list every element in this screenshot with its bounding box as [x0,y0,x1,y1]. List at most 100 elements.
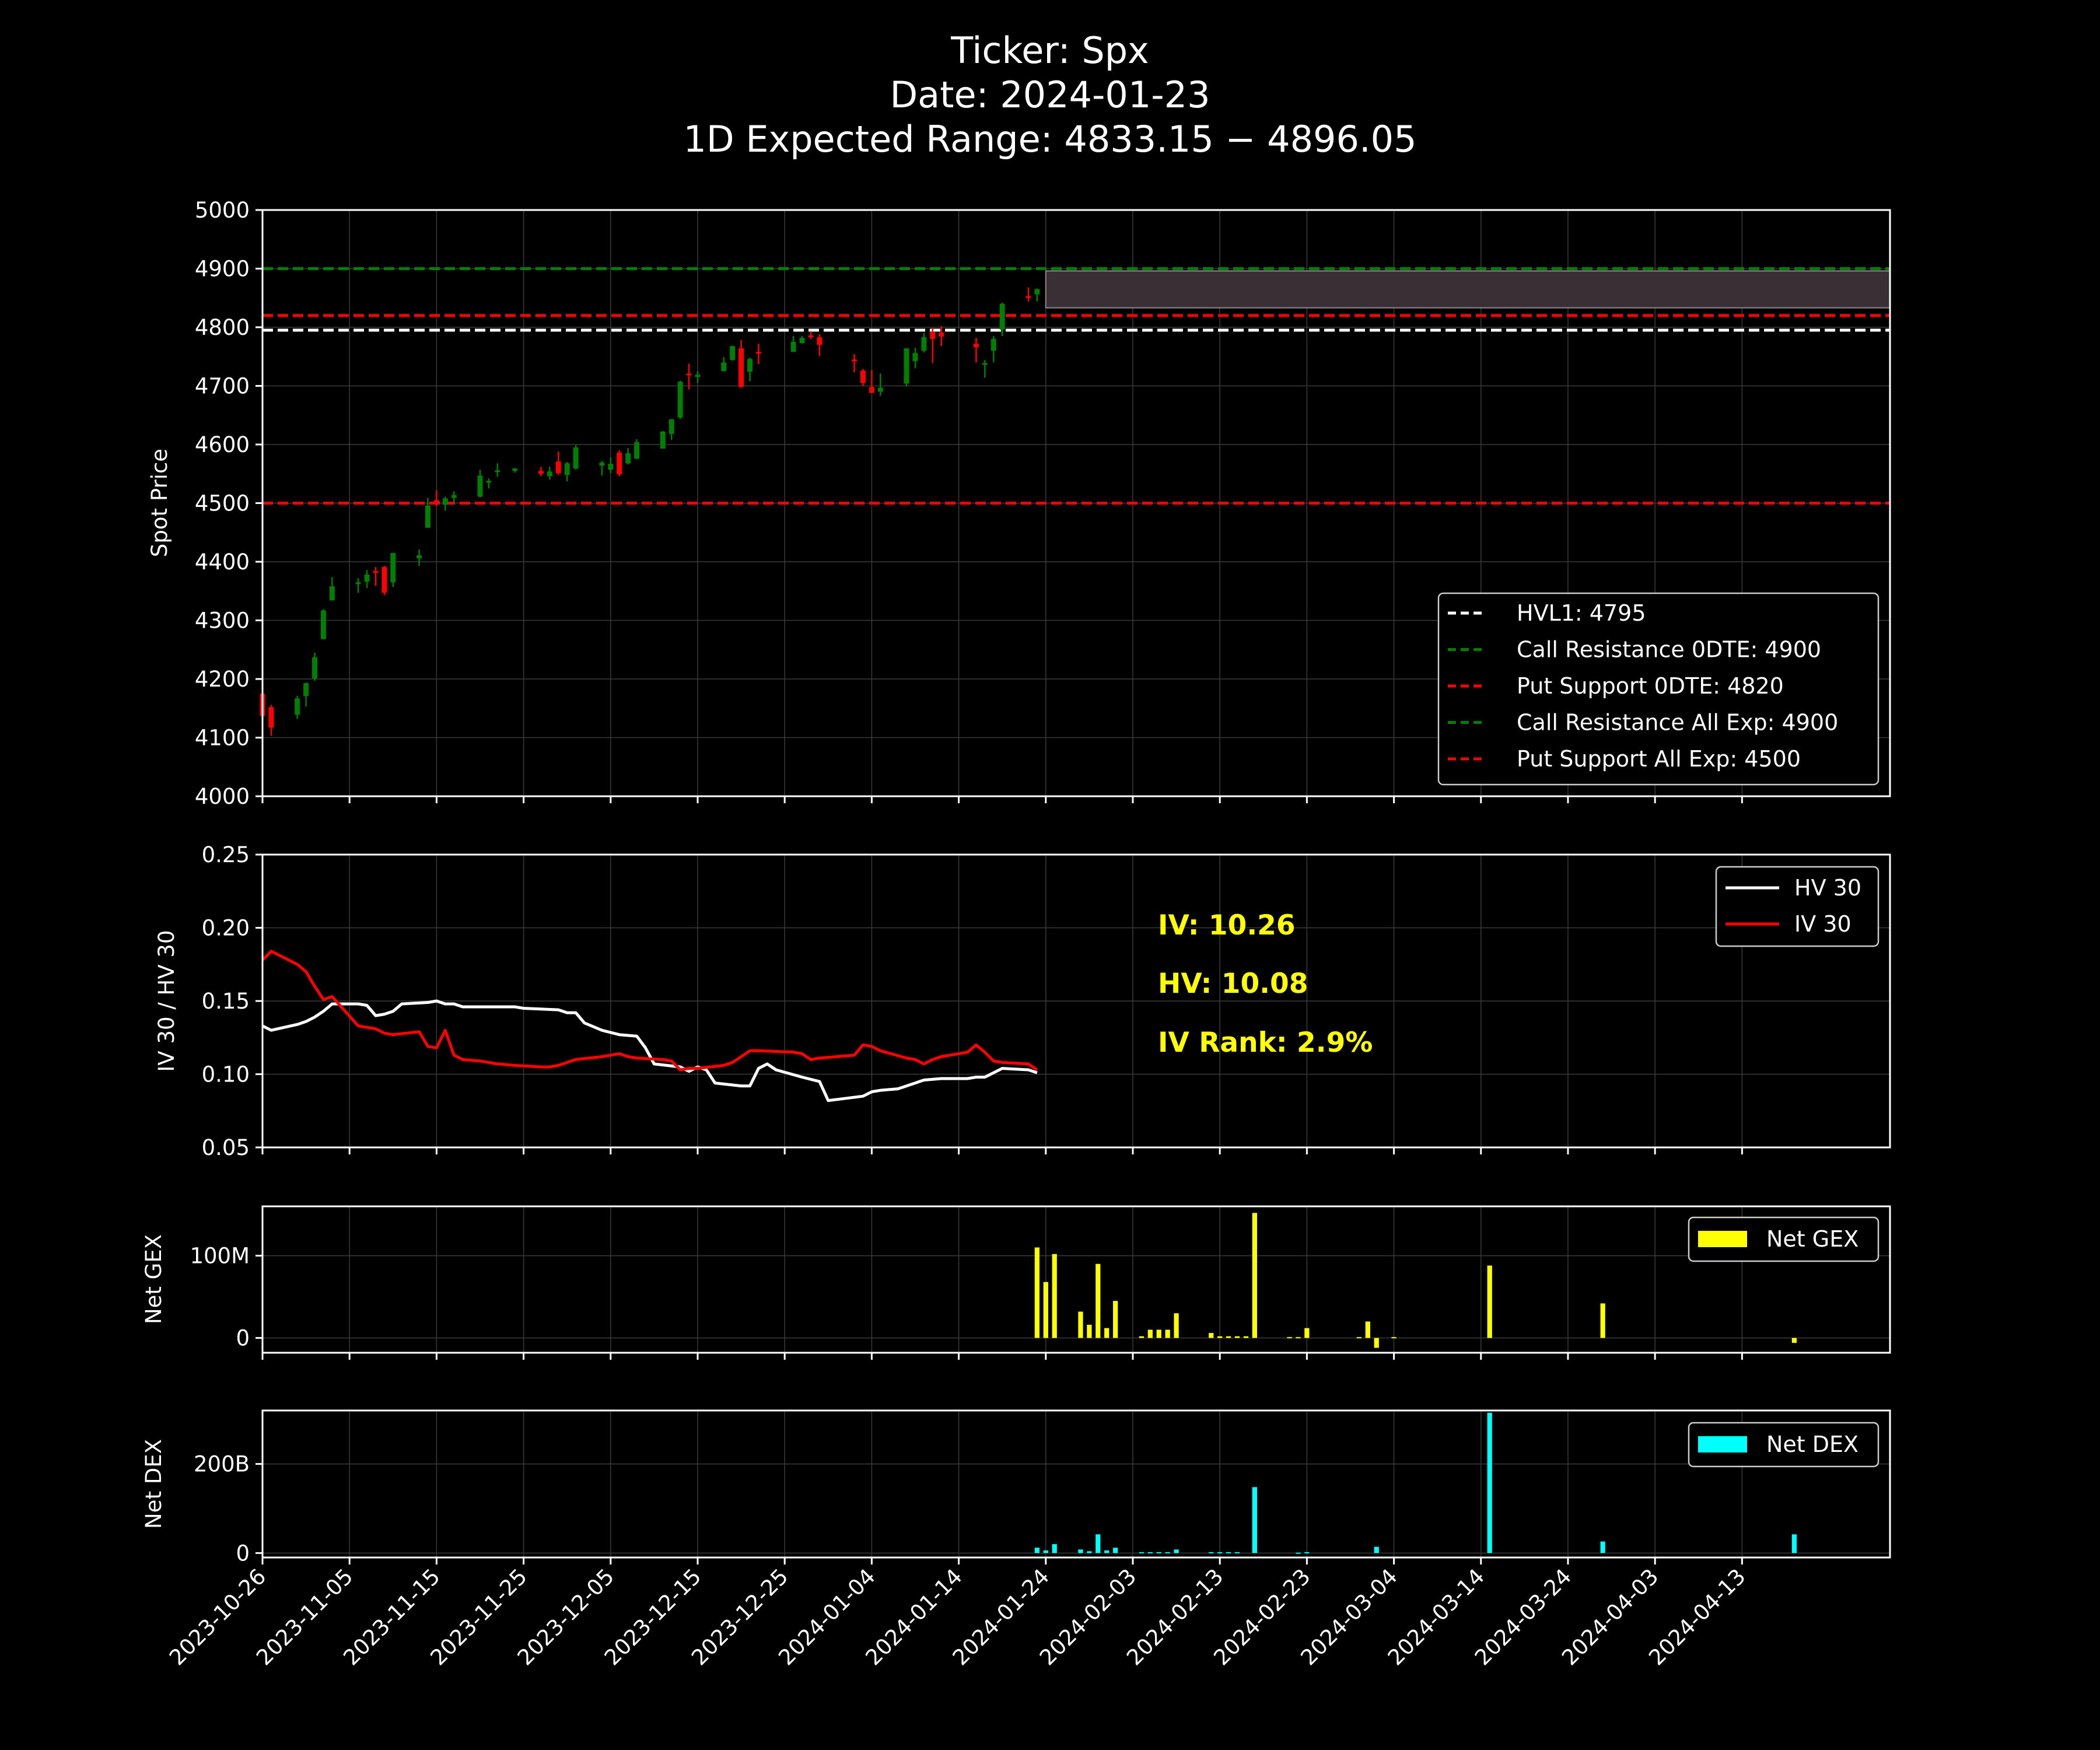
iv-annotation: IV: 10.26 [1158,909,1296,942]
candle-body [695,374,701,377]
y-tick-label: 0 [236,1541,250,1566]
y-tick-label: 200B [194,1452,250,1477]
bar [1156,1552,1161,1553]
bar [1043,1282,1048,1338]
bar [1087,1325,1092,1338]
bar [1104,1328,1110,1338]
candle-body [538,471,544,474]
bar [1304,1328,1310,1338]
y-tick-label: 0 [236,1326,250,1351]
bar [1104,1550,1110,1553]
bar [1147,1552,1153,1553]
candle-body [790,342,796,352]
volatility-annotations: IV: 10.26 HV: 10.08 IV Rank: 2.9% [1158,909,1373,1059]
candle [625,448,631,465]
y-tick-label: 4800 [195,315,250,340]
bar [1209,1333,1214,1338]
candle [877,373,883,396]
candle [312,652,317,681]
price-y-ticks: 4000 4100 4200 4300 4400 4500 4600 4700 4800 4900… [195,198,262,809]
dex-panel: 0 200B Net DEX Net DEX [141,1409,1891,1566]
candle-body [312,657,317,678]
candle-body [877,387,883,392]
candle-body [364,575,370,582]
candle-body [608,464,614,470]
candle-body [355,582,361,584]
price-panel: 4000 4100 4200 4300 4400 4500 4600 4700 4800 4900… [147,198,1891,809]
y-tick-label: 4400 [195,550,250,575]
candle [999,302,1005,337]
candle [686,363,692,390]
candle-body [852,359,858,362]
y-tick-label: 0.25 [202,842,250,867]
candle [721,357,727,372]
bar [1600,1541,1605,1553]
candle [817,334,822,356]
bar [1234,1336,1240,1338]
candle [808,331,814,340]
y-tick-label: 5000 [195,198,250,223]
bar [1113,1548,1118,1553]
bar [1226,1336,1231,1338]
legend-label: HVL1: 4795 [1517,600,1646,626]
title-date: Date: 2024-01-23 [890,74,1210,116]
candle [852,354,858,373]
candle-body [564,463,570,475]
candle-body [982,363,988,365]
legend-label: IV 30 [1794,911,1852,937]
bar [1174,1313,1179,1338]
price-ylabel: Spot Price [147,449,172,557]
gex-x-ticks [261,1353,1743,1360]
dex-bars [1034,1412,1797,1554]
candle [1026,287,1031,302]
bar [1252,1213,1257,1338]
candle [295,696,300,719]
series-line [261,950,1038,1072]
price-x-ticks [261,796,1743,803]
candle [755,344,761,365]
candle [930,328,936,363]
candle [486,478,492,489]
candle-body [904,348,909,384]
candle-body [999,303,1005,330]
candle-body [573,447,579,469]
candle-body [973,344,979,348]
candle [477,470,483,498]
volatility-panel: 0.05 0.10 0.15 0.20 0.25 IV 30 / HV 30 IV: 1… [154,842,1891,1160]
bar [1147,1329,1153,1338]
candle-body [939,332,944,337]
chart-title: Ticker: Spx Date: 2024-01-23 1D Expected… [683,29,1416,160]
gex-axes-frame [261,1205,1891,1354]
candle-body [869,387,874,393]
candle-body [329,586,335,601]
candle-body [677,382,683,418]
bar [1600,1303,1605,1338]
candle [912,348,918,369]
volatility-ylabel: IV 30 / HV 30 [154,930,179,1072]
candle [904,348,909,387]
candle [303,682,309,707]
candle-body [634,442,640,459]
volatility-x-ticks [261,1147,1743,1154]
legend-swatch [1698,1231,1747,1247]
candle [599,461,605,476]
candle-body [921,337,927,351]
bar [1043,1550,1048,1553]
gex-y-ticks: 0 100M [190,1244,262,1351]
bar [1165,1329,1170,1338]
candle [416,549,422,566]
y-tick-label: 4100 [195,726,250,751]
level-lines [262,267,1890,505]
price-legend-box [1437,592,1880,786]
title-ticker: Ticker: Spx [950,29,1149,72]
legend-label: Put Support 0DTE: 4820 [1517,673,1784,699]
bar [1052,1544,1057,1553]
candle [869,370,874,393]
candle [860,369,866,386]
candle [547,467,552,480]
gex-legend-box [1688,1216,1880,1262]
candle-body [1034,289,1040,295]
candle-body [416,555,422,558]
legend-label: Call Resistance All Exp: 4900 [1517,710,1838,736]
price-legend: HVL1: 4795 Call Resistance 0DTE: 4900 Put … [1437,592,1880,786]
